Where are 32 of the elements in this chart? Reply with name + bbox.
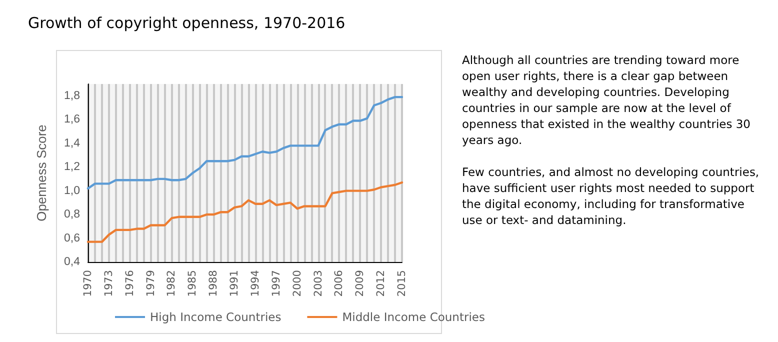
x-tick-label: 2009 <box>354 270 366 297</box>
x-tick-label: 1985 <box>186 270 199 297</box>
text: Although all countries are trending toward more open user rights, there is a clear gap between wealthy and developing countries. Developing countries in our sample are now at the level of openness that existed in the wealthy countries 30 years ago. <box>462 52 752 148</box>
line-series <box>86 96 404 190</box>
x-tick-label: 2012 <box>375 270 388 297</box>
text: Few countries, and almost no developing countries, have sufficient user rights most needed to support the digital economy, including for transformative use or text- and datamining. <box>462 164 760 228</box>
y-tick-label: 1,2 <box>64 161 80 174</box>
y-tick-label: 1,6 <box>64 114 80 126</box>
y-axis-title: Openness Score <box>34 124 49 222</box>
chart-title: Growth of copyright openness, 1970-2016 <box>28 14 346 32</box>
x-tick-label: 2003 <box>312 270 324 297</box>
x-tick-label: 1982 <box>166 270 178 297</box>
x-tick-label: 2006 <box>333 270 346 297</box>
x-tick-label: 1988 <box>208 270 220 297</box>
y-tick-label: 1,0 <box>64 184 80 197</box>
x-tick-label: 1970 <box>82 270 94 297</box>
x-tick-label: 1991 <box>228 270 241 297</box>
y-tick-label: 1,8 <box>64 90 80 102</box>
x-tick-label: 1973 <box>102 270 115 297</box>
line-series <box>86 181 404 243</box>
y-tick-label: 0,8 <box>64 208 80 221</box>
legend-label: Middle Income Countries <box>342 310 485 324</box>
x-tick-label: 1997 <box>270 270 282 297</box>
x-tick-label: 2015 <box>396 270 408 297</box>
x-tick-label: 2000 <box>291 270 304 297</box>
x-tick-label: 1979 <box>144 270 157 297</box>
x-tick-label: 1994 <box>249 270 262 297</box>
x-tick-label: 1976 <box>124 270 136 297</box>
y-tick-label: 1,4 <box>64 137 81 150</box>
y-tick-label: 0,6 <box>64 232 80 244</box>
y-tick-label: 0,4 <box>64 256 81 268</box>
legend-label: High Income Countries <box>150 310 282 324</box>
